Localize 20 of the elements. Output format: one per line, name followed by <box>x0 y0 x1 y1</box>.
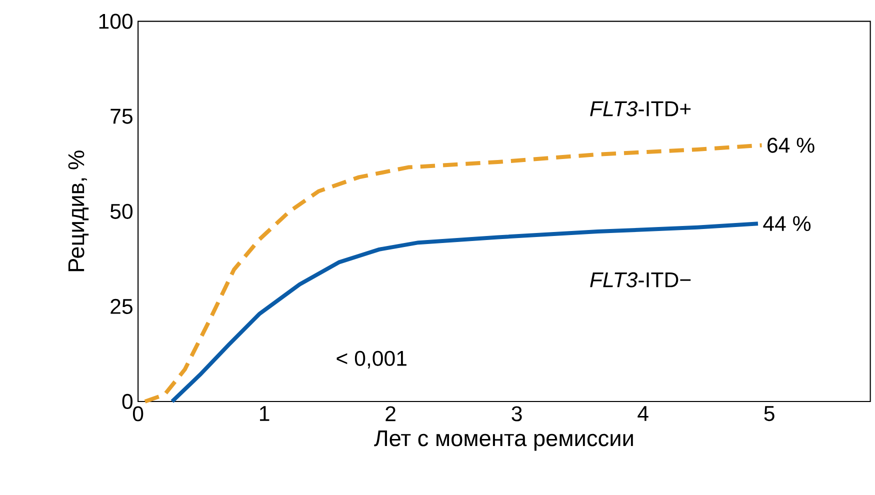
x-tick-label: 3 <box>512 406 522 422</box>
x-tick-label: 4 <box>638 406 648 421</box>
y-tick-label: 25 <box>110 298 132 314</box>
x-axis-title: Лет с момента ремиссии <box>374 430 633 451</box>
line-series <box>170 222 760 404</box>
y-axis-title: Рецидив, % <box>68 150 89 272</box>
x-tick-label: 0 <box>132 406 144 422</box>
x-tick-label: 2 <box>386 406 396 422</box>
y-tick-label: 50 <box>110 204 132 220</box>
annotation: 44 % <box>763 216 811 232</box>
series-label: FLT3-ITD− <box>590 272 691 288</box>
y-tick-label: 75 <box>110 108 132 124</box>
y-tick-label: 100 <box>99 14 132 29</box>
y-tick-label: 0 <box>122 394 132 410</box>
annotation: 64 % <box>768 138 814 153</box>
annotation: < 0,001 <box>336 350 406 369</box>
series-label: FLT3-ITD+ <box>590 101 691 116</box>
line-series <box>143 143 764 404</box>
x-tick-label: 5 <box>764 406 774 422</box>
x-tick-label: 1 <box>260 406 270 421</box>
